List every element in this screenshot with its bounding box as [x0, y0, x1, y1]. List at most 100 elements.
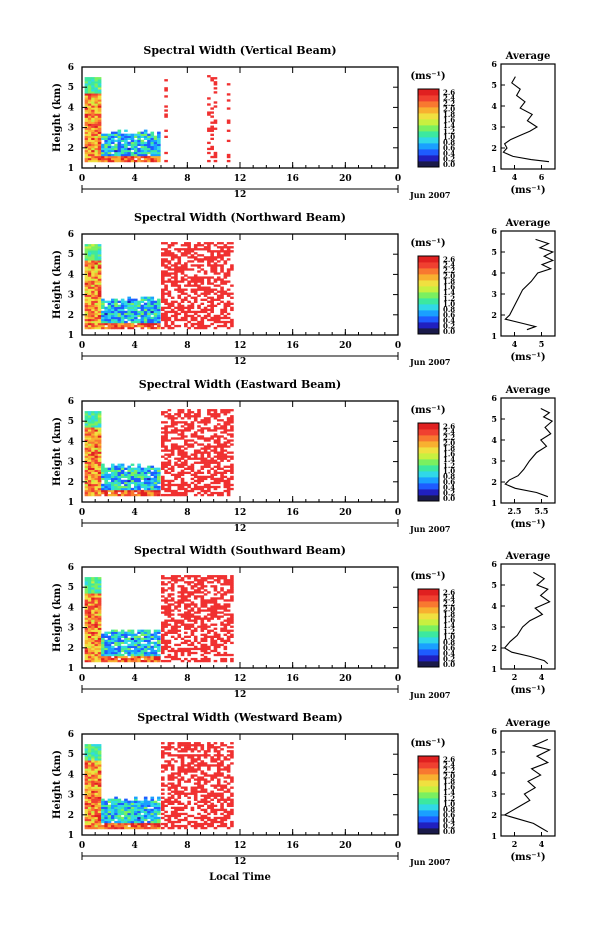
- heatmap-cell: [157, 310, 161, 314]
- heatmap-cell: [197, 477, 201, 481]
- heatmap-cell: [114, 826, 118, 830]
- heatmap-cell: [110, 810, 115, 814]
- y-tick-label: 5: [68, 750, 74, 760]
- heatmap-cell: [91, 587, 95, 590]
- heatmap-cell: [91, 579, 95, 582]
- heatmap-cell: [130, 157, 135, 161]
- heatmap-cell: [150, 141, 155, 145]
- heatmap-cell: [97, 794, 102, 797]
- heatmap-cell: [104, 483, 108, 487]
- heatmap-cell: [107, 818, 112, 822]
- x-tick-label: 0: [79, 341, 85, 351]
- heatmap-cell: [147, 306, 151, 310]
- heatmap-cell: [170, 786, 175, 789]
- heatmap-cell: [101, 804, 105, 808]
- heatmap-cell: [216, 800, 221, 803]
- heatmap-cell: [101, 824, 105, 828]
- heatmap-cell: [200, 248, 205, 251]
- heatmap-cell: [187, 780, 191, 783]
- heatmap-cell: [177, 294, 182, 297]
- heatmap-cell: [94, 141, 99, 145]
- heatmap-cell: [117, 463, 122, 466]
- heatmap-cell: [117, 139, 122, 143]
- colorbar-tick-label: 0.8: [443, 472, 455, 481]
- heatmap-cell: [147, 143, 151, 147]
- heatmap-cell: [87, 248, 92, 251]
- heatmap-cell: [220, 754, 224, 757]
- heatmap-cell: [220, 435, 224, 438]
- heatmap-cell: [84, 411, 89, 414]
- heatmap-cell: [130, 479, 135, 483]
- heatmap-cell: [200, 419, 205, 422]
- heatmap-cell: [167, 326, 172, 330]
- average-title: Average: [505, 51, 551, 62]
- heatmap-cell: [94, 651, 99, 655]
- heatmap-cell: [210, 473, 214, 477]
- heatmap-cell: [97, 754, 102, 757]
- heatmap-cell: [150, 135, 155, 138]
- heatmap-cell: [170, 579, 175, 582]
- heatmap-cell: [87, 746, 92, 749]
- heatmap-cell: [230, 451, 234, 454]
- y-tick-label: 3: [68, 124, 74, 134]
- heatmap-cell: [84, 248, 89, 251]
- heatmap-cell: [127, 316, 132, 320]
- heatmap-cell: [97, 433, 102, 436]
- heatmap-cell: [147, 296, 151, 299]
- heatmap-cell: [87, 826, 92, 830]
- heatmap-cell: [167, 250, 172, 253]
- heatmap-cell: [170, 280, 175, 283]
- heatmap-cell: [197, 756, 201, 759]
- heatmap-cell: [134, 147, 138, 151]
- avg-x-tick-label: 2: [512, 672, 518, 682]
- heatmap-cell: [213, 786, 218, 789]
- heatmap-cell: [220, 248, 224, 251]
- colorbar-tick-label: 2.6: [443, 255, 455, 264]
- heatmap-cell: [177, 649, 182, 653]
- heatmap-cell: [130, 473, 135, 477]
- heatmap-cell: [134, 810, 138, 814]
- heatmap-cell: [97, 119, 102, 122]
- heatmap-cell: [190, 278, 195, 281]
- heatmap-cell: [230, 808, 234, 812]
- heatmap-cell: [200, 784, 205, 787]
- y-axis-label: Height (km): [52, 417, 63, 486]
- heatmap-cell: [180, 647, 185, 651]
- heatmap-cell: [94, 155, 99, 159]
- heatmap-cell: [91, 752, 95, 755]
- heatmap-cell: [110, 489, 115, 493]
- heatmap-cell: [91, 157, 95, 161]
- heatmap-cell: [101, 471, 105, 475]
- heatmap-cell: [94, 85, 99, 88]
- heatmap-cell: [197, 581, 201, 584]
- heatmap-cell: [200, 623, 205, 626]
- heatmap-cell: [161, 746, 165, 749]
- heatmap-cell: [230, 409, 234, 412]
- heatmap-cell: [220, 808, 224, 812]
- heatmap-cell: [170, 577, 175, 580]
- heatmap-cell: [84, 157, 89, 161]
- heatmap-cell: [134, 820, 138, 824]
- heatmap-cell: [207, 260, 211, 263]
- heatmap-cell: [104, 316, 108, 320]
- heatmap-cell: [147, 318, 151, 322]
- heatmap-cell: [226, 459, 231, 462]
- heatmap-cell: [120, 322, 125, 326]
- heatmap-cell: [130, 481, 135, 485]
- heatmap-cell: [220, 589, 224, 592]
- heatmap-cell: [140, 149, 145, 153]
- heatmap-cell: [203, 615, 208, 618]
- heatmap-cell: [230, 421, 234, 424]
- heatmap-cell: [87, 316, 92, 320]
- heatmap-cell: [170, 603, 175, 606]
- heatmap-cell: [207, 300, 211, 303]
- heatmap-cell: [190, 607, 195, 610]
- heatmap-cell: [150, 637, 155, 641]
- heatmap-cell: [164, 647, 168, 651]
- heatmap-cell: [87, 109, 92, 112]
- heatmap-cell: [150, 810, 155, 814]
- heatmap-cell: [87, 611, 92, 614]
- heatmap-cell: [180, 304, 185, 308]
- heatmap-cell: [207, 276, 211, 279]
- heatmap-cell: [167, 609, 172, 612]
